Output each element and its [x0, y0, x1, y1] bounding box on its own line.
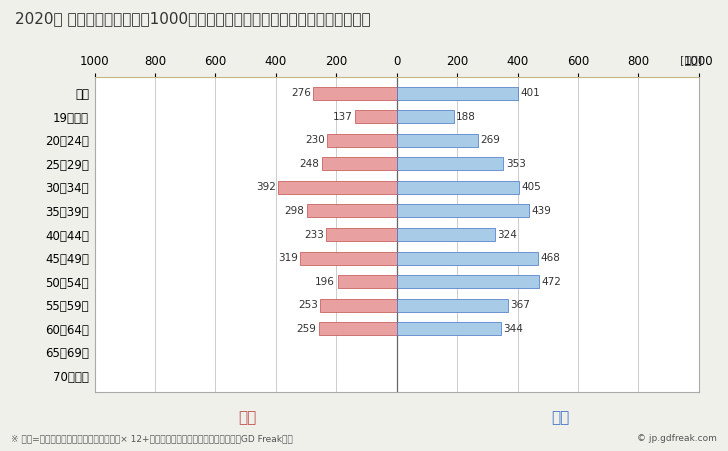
- Text: © jp.gdfreak.com: © jp.gdfreak.com: [637, 434, 717, 443]
- Text: 298: 298: [285, 206, 304, 216]
- Bar: [397, 110, 454, 123]
- Text: 392: 392: [256, 182, 276, 193]
- Text: 188: 188: [456, 112, 476, 122]
- Bar: [397, 181, 519, 194]
- Bar: [397, 87, 518, 100]
- Text: 253: 253: [298, 300, 318, 310]
- Text: 248: 248: [299, 159, 320, 169]
- Bar: [397, 322, 501, 335]
- Text: 女性: 女性: [238, 410, 257, 425]
- Bar: [278, 181, 397, 194]
- Bar: [397, 204, 529, 217]
- Text: [万円]: [万円]: [681, 55, 703, 65]
- Bar: [397, 157, 503, 170]
- Text: 401: 401: [521, 88, 540, 98]
- Bar: [355, 110, 397, 123]
- Bar: [319, 322, 397, 335]
- Text: 405: 405: [521, 182, 542, 193]
- Text: 344: 344: [503, 324, 523, 334]
- Bar: [326, 228, 397, 241]
- Bar: [320, 299, 397, 312]
- Bar: [338, 275, 397, 288]
- Bar: [397, 252, 538, 265]
- Bar: [397, 228, 494, 241]
- Bar: [301, 252, 397, 265]
- Bar: [397, 275, 539, 288]
- Text: 324: 324: [497, 230, 517, 239]
- Bar: [397, 134, 478, 147]
- Text: 2020年 民間企業（従業者数1000人以上）フルタイム労働者の男女別平均年収: 2020年 民間企業（従業者数1000人以上）フルタイム労働者の男女別平均年収: [15, 11, 370, 26]
- Bar: [313, 87, 397, 100]
- Text: 472: 472: [542, 276, 562, 287]
- Text: 230: 230: [305, 135, 325, 145]
- Bar: [397, 299, 507, 312]
- Bar: [328, 134, 397, 147]
- Text: 468: 468: [541, 253, 561, 263]
- Text: 276: 276: [291, 88, 311, 98]
- Text: 319: 319: [278, 253, 298, 263]
- Text: 男性: 男性: [551, 410, 570, 425]
- Text: 233: 233: [304, 230, 324, 239]
- Text: ※ 年収=「きまって支給する現金給与額」× 12+「年間賞与その他特別給与額」としてGD Freak推計: ※ 年収=「きまって支給する現金給与額」× 12+「年間賞与その他特別給与額」と…: [11, 434, 293, 443]
- Text: 269: 269: [480, 135, 500, 145]
- Text: 367: 367: [510, 300, 530, 310]
- Text: 439: 439: [532, 206, 552, 216]
- Bar: [306, 204, 397, 217]
- Text: 137: 137: [333, 112, 353, 122]
- Text: 353: 353: [506, 159, 526, 169]
- Text: 259: 259: [296, 324, 316, 334]
- Bar: [322, 157, 397, 170]
- Text: 196: 196: [315, 276, 335, 287]
